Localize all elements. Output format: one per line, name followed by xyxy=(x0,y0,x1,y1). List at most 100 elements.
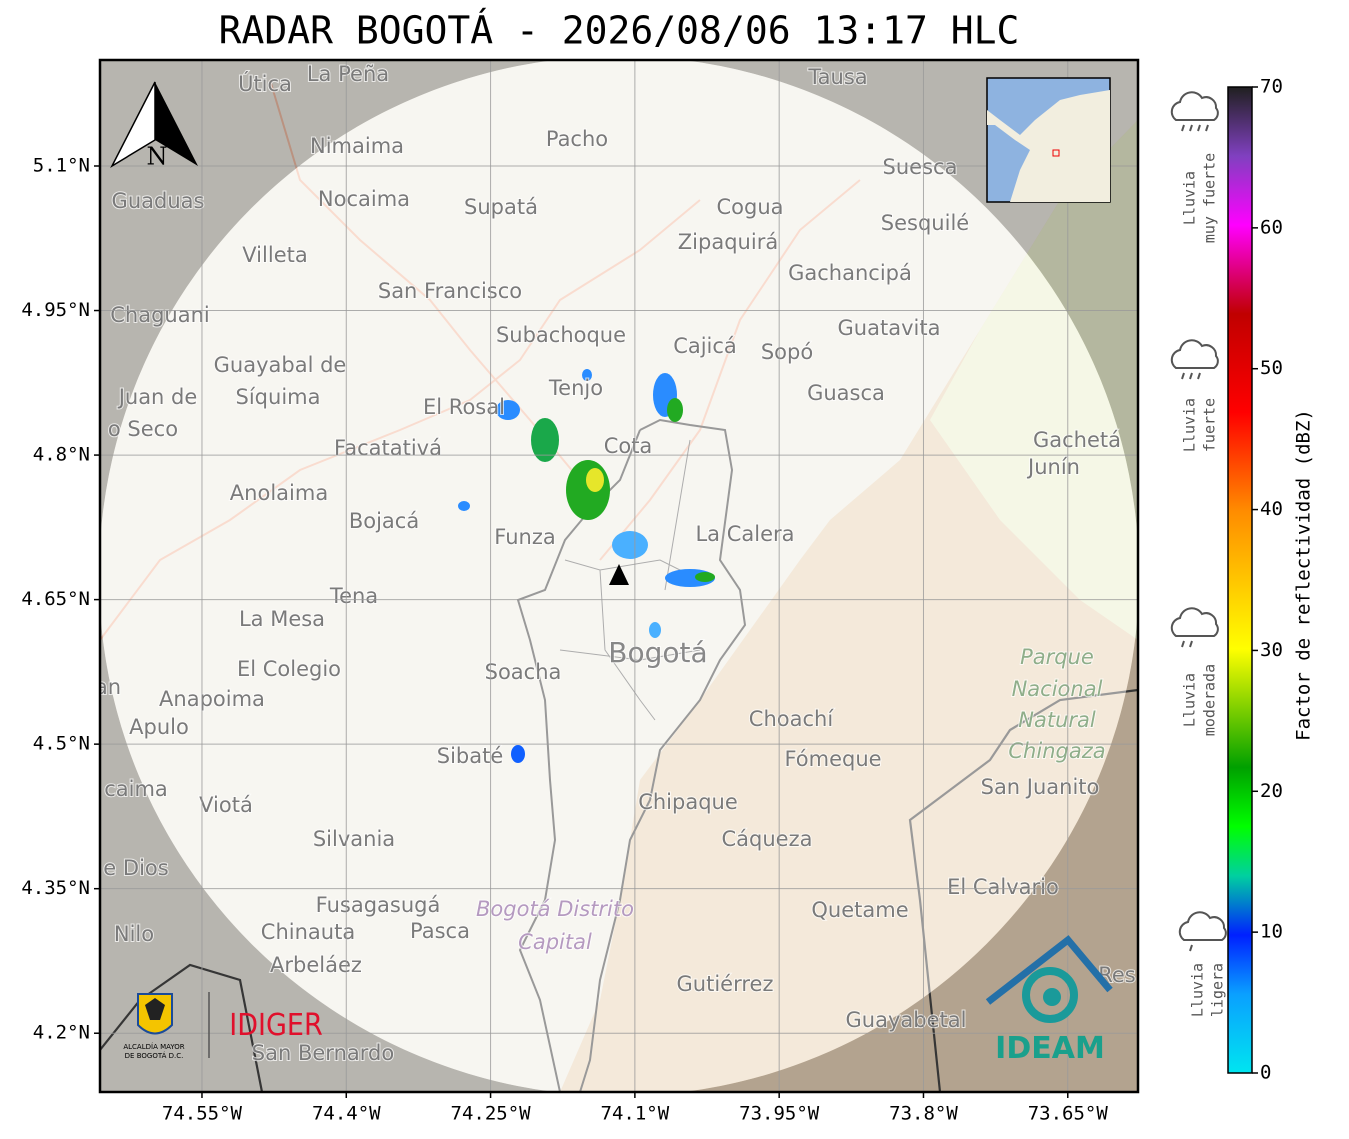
x-tick-label: 73.65°W xyxy=(1028,1103,1109,1125)
colorbar-tick-label: 60 xyxy=(1260,216,1283,238)
place-label: Facatativá xyxy=(334,436,442,460)
y-tick-label: 4.95°N xyxy=(21,299,90,321)
place-label: Suesca xyxy=(883,155,958,179)
place-label: o Seco xyxy=(108,417,178,441)
eagle xyxy=(145,998,165,1020)
place-label: Guayabetal xyxy=(846,1008,967,1032)
colorbar-label: Factor de reflectividad (dBZ) xyxy=(1293,409,1315,741)
rain-drop xyxy=(1181,124,1185,132)
x-tick-label: 74.25°W xyxy=(451,1103,532,1125)
place-label: Quetame xyxy=(811,898,908,922)
radar-echoes xyxy=(458,369,715,763)
echo xyxy=(695,572,715,582)
north-arrow: N xyxy=(110,81,198,171)
title: RADAR BOGOTÁ - 2026/08/06 13:17 HLC xyxy=(219,9,1020,53)
radar-site xyxy=(609,564,629,585)
place-label: Guaduas xyxy=(112,189,205,213)
colorbar-tick-label: 50 xyxy=(1260,357,1283,379)
y-tick-label: 4.2°N xyxy=(33,1022,90,1044)
rain-level-label: muy fuerte xyxy=(1201,153,1219,243)
place-label: Supatá xyxy=(464,195,538,219)
axes: 74.55°W 74.4°W 74.25°W 74.1°W 73.95°W 73.8°W 7… xyxy=(21,154,1108,1124)
place-label: Tena xyxy=(329,584,378,608)
y-tick-label: 4.8°N xyxy=(33,444,90,466)
place-label: Nacional xyxy=(1012,677,1103,701)
echo xyxy=(458,501,470,511)
colorbar-tick-label: 20 xyxy=(1260,780,1283,802)
place-label: Guasca xyxy=(807,381,885,405)
place-label: Cáqueza xyxy=(722,827,813,851)
map: La Peña Útica Tausa Pacho Nimaima Suesca Guadu… xyxy=(100,60,1138,1092)
place-label: Pacho xyxy=(546,127,608,151)
place-label: Funza xyxy=(494,525,555,549)
place-label: Sesquilé xyxy=(881,211,969,235)
idiger-text: IDIGER xyxy=(229,1008,322,1043)
place-label: Apulo xyxy=(129,715,189,739)
y-tick-label: 4.5°N xyxy=(33,733,90,755)
place-label: Guayabal de xyxy=(214,353,347,377)
rain-drop xyxy=(1181,372,1185,380)
place-label: Chaguani xyxy=(110,303,210,327)
place-label: Subachoque xyxy=(496,323,626,347)
colorbar-tick-label: 40 xyxy=(1260,498,1283,520)
place-label: Fusagasugá xyxy=(316,893,441,917)
rain-drop xyxy=(1189,640,1193,648)
colorbar-tick-label: 70 xyxy=(1260,76,1283,98)
rain-level-label: Lluvia xyxy=(1181,171,1199,225)
place-label: La Mesa xyxy=(239,607,325,631)
place-label: Tenjo xyxy=(548,376,603,400)
place-label: Soacha xyxy=(485,660,562,684)
alcaldia-logo: ALCALDÍA MAYOR DE BOGOTÁ D.C. IDIGER xyxy=(123,992,323,1060)
cloud-icon xyxy=(1170,339,1219,369)
cloud-icon xyxy=(1178,911,1227,941)
ideam-eye xyxy=(1043,988,1061,1006)
place-label: caima xyxy=(104,777,168,801)
place-label: Sopó xyxy=(761,340,813,364)
place-label: Anolaima xyxy=(230,481,328,505)
place-label: El Rosal xyxy=(423,395,505,419)
ideam-swirl xyxy=(1022,967,1078,1023)
inset-marker xyxy=(1052,149,1060,157)
place-label: Nocaima xyxy=(318,187,410,211)
place-label: Choachí xyxy=(749,707,835,731)
place-label: Gachancipá xyxy=(788,261,912,285)
place-label: Viotá xyxy=(199,793,253,817)
rain-level-label: Lluvia xyxy=(1181,398,1199,452)
place-label: Nimaima xyxy=(310,134,404,158)
place-label: Pasca xyxy=(410,919,470,943)
y-tick-label: 5.1°N xyxy=(33,154,90,176)
place-label: Gutiérrez xyxy=(677,972,774,996)
echo xyxy=(511,745,525,763)
place-label: Sibaté xyxy=(437,744,504,768)
place-label: San Francisco xyxy=(378,279,522,303)
x-tick-label: 74.4°W xyxy=(312,1103,381,1125)
x-tick-label: 74.1°W xyxy=(601,1103,670,1125)
place-label: Parque xyxy=(1020,645,1094,669)
x-tick-label: 73.95°W xyxy=(739,1103,820,1125)
place-label: Junín xyxy=(1026,455,1080,479)
plot-frame xyxy=(98,58,1140,1094)
place-label: Chingaza xyxy=(1008,739,1105,763)
x-tick-label: 73.8°W xyxy=(889,1103,958,1125)
colorbar: Factor de reflectividad (dBZ) 0 10 20 30 40 5… xyxy=(1227,76,1315,1084)
rain-drop xyxy=(1189,944,1193,952)
rain-drop xyxy=(1197,124,1201,132)
place-label: Guatavita xyxy=(838,316,941,340)
colorbar-tick-label: 0 xyxy=(1260,1062,1271,1084)
inset-land xyxy=(987,90,1110,202)
place-label: Arbeláez xyxy=(270,953,362,977)
echo xyxy=(531,418,559,462)
place-label: Bojacá xyxy=(349,509,419,533)
rain-drop xyxy=(1189,372,1193,380)
place-label: Bogotá xyxy=(608,636,707,669)
north-label: N xyxy=(147,143,168,171)
rain-drop xyxy=(1189,124,1193,132)
y-tick-label: 4.65°N xyxy=(21,588,90,610)
rain-level-label: fuerte xyxy=(1201,398,1219,452)
ideam-logo: IDEAM xyxy=(985,935,1113,1066)
echo xyxy=(667,398,683,422)
x-tick-label: 74.55°W xyxy=(162,1103,243,1125)
rain-level-label: Lluvia xyxy=(1189,963,1207,1017)
